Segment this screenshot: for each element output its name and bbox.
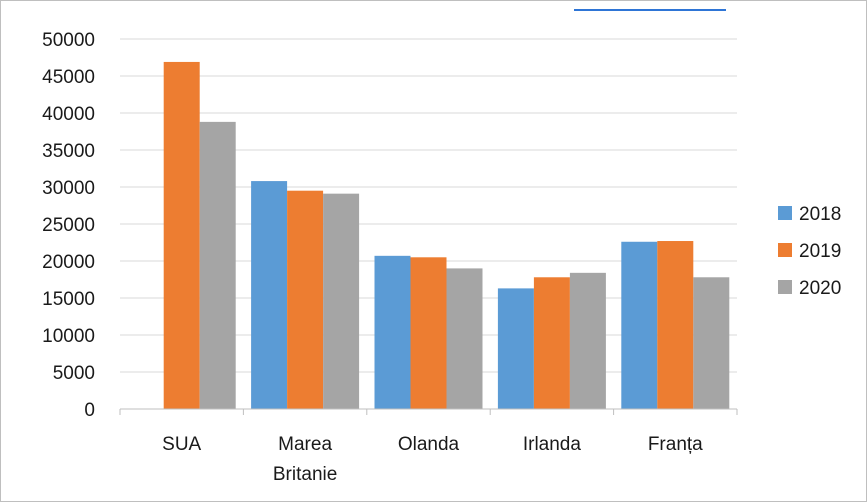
bars	[163, 61, 730, 409]
y-tick-label: 5000	[53, 363, 95, 384]
y-tick-label: 25000	[42, 215, 95, 236]
legend-label: 2019	[799, 241, 841, 262]
bar-2019-0	[163, 61, 200, 409]
x-category-label: Britanie	[273, 464, 337, 485]
bar-2020-4	[693, 277, 730, 409]
legend: 2018 2019 2020	[778, 204, 841, 299]
y-tick-label: 20000	[42, 252, 95, 273]
bar-2019-2	[410, 257, 447, 409]
legend-swatch-2019	[778, 243, 792, 257]
y-tick-label: 45000	[42, 67, 95, 88]
bar-2018-2	[374, 255, 411, 409]
y-tick-label: 50000	[42, 30, 95, 51]
bar-2020-1	[323, 193, 360, 409]
bar-2019-1	[287, 190, 324, 409]
cropped-link-underline	[574, 1, 726, 11]
legend-swatch-2018	[778, 206, 792, 220]
x-category-label: Franța	[648, 434, 703, 455]
x-category-label: SUA	[162, 434, 201, 455]
bar-2020-2	[446, 268, 483, 409]
legend-swatch-2020	[778, 280, 792, 294]
y-tick-label: 10000	[42, 326, 95, 347]
bar-2018-1	[251, 181, 288, 409]
x-category-label: Marea	[278, 434, 332, 455]
axes: 0 5000 10000 15000 20000 25000 30000 35000 40000…	[42, 30, 738, 485]
x-category-label: Olanda	[398, 434, 460, 455]
legend-label: 2018	[799, 204, 841, 225]
y-tick-label: 15000	[42, 289, 95, 310]
bar-2018-3	[497, 288, 534, 409]
bar-2019-4	[657, 241, 694, 409]
y-tick-label: 30000	[42, 178, 95, 199]
y-tick-label: 0	[84, 400, 95, 421]
bar-2018-4	[621, 241, 658, 409]
y-tick-label: 40000	[42, 104, 95, 125]
cropped-caption-fragment	[1, 1, 867, 13]
bar-2019-3	[533, 277, 570, 409]
x-category-label: Irlanda	[523, 434, 582, 455]
bar-2020-0	[199, 121, 236, 409]
y-tick-label: 35000	[42, 141, 95, 162]
bar-2020-3	[569, 272, 606, 409]
legend-label: 2020	[799, 278, 841, 299]
